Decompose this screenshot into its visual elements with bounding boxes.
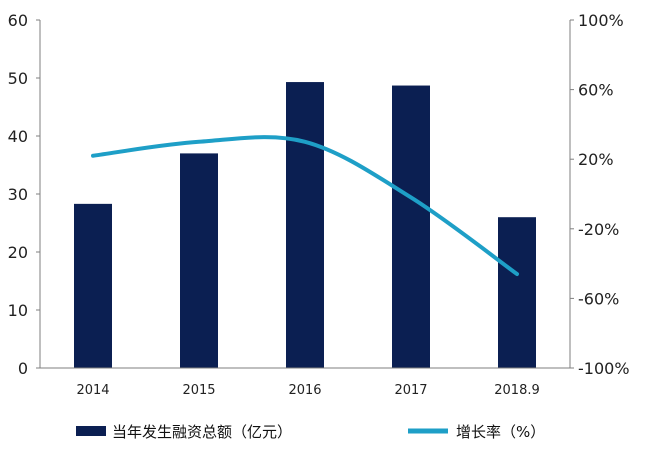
right-tick-label: 60%	[578, 81, 614, 100]
x-tick-label: 2018.9	[494, 383, 540, 398]
left-tick-label: 40	[8, 127, 28, 146]
growth-rate-line	[91, 135, 519, 277]
bar-2014	[74, 203, 112, 368]
legend-bar-swatch	[76, 426, 106, 436]
bar-series	[74, 82, 536, 368]
bar-2017	[392, 85, 430, 368]
bar-2018.9	[498, 217, 536, 368]
right-tick-label: 20%	[578, 150, 614, 169]
x-tick-label: 2014	[76, 383, 109, 398]
x-tick-label: 2016	[288, 383, 321, 398]
legend-line-label: 增长率（%）	[456, 423, 545, 441]
x-tick-label: 2015	[182, 383, 215, 398]
x-tick-label: 2017	[394, 383, 427, 398]
left-axis-ticks: 0 10 20 30 40 50 60	[8, 11, 40, 378]
bar-2016	[286, 82, 324, 368]
left-tick-label: 60	[8, 11, 28, 30]
right-tick-label: -20%	[578, 220, 619, 239]
right-tick-label: -60%	[578, 289, 619, 308]
x-axis-ticks: 2014 2015 2016 2017 2018.9	[76, 383, 539, 398]
legend-bar-label: 当年发生融资总额（亿元）	[112, 423, 292, 441]
legend: 当年发生融资总额（亿元） 增长率（%）	[76, 423, 545, 441]
line-series	[91, 135, 519, 277]
left-tick-label: 30	[8, 185, 28, 204]
right-tick-label: 100%	[578, 11, 624, 30]
left-tick-label: 10	[8, 301, 28, 320]
right-axis-ticks: -100% -60% -20% 20% 60% 100%	[570, 11, 630, 378]
right-tick-label: -100%	[578, 359, 630, 378]
left-tick-label: 20	[8, 243, 28, 262]
bar-2015	[180, 153, 218, 368]
left-tick-label: 0	[18, 359, 28, 378]
left-tick-label: 50	[8, 69, 28, 88]
